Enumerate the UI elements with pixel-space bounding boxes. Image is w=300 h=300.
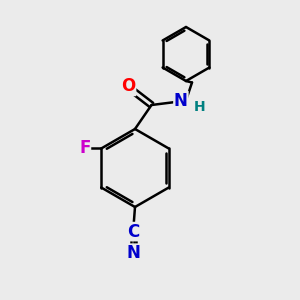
Text: N: N xyxy=(127,244,140,262)
Text: N: N xyxy=(174,92,188,110)
Text: H: H xyxy=(194,100,206,114)
Text: F: F xyxy=(79,140,90,158)
Text: C: C xyxy=(128,223,140,241)
Text: O: O xyxy=(121,77,136,95)
